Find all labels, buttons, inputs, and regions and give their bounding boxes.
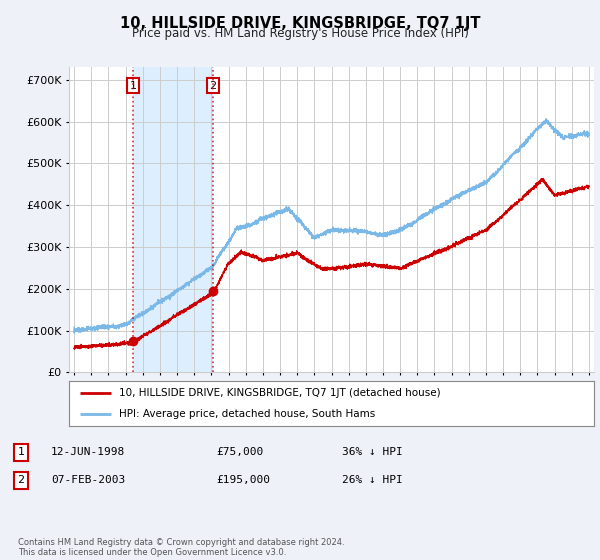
Text: 2: 2 <box>209 81 217 91</box>
Text: £195,000: £195,000 <box>216 475 270 486</box>
Text: 26% ↓ HPI: 26% ↓ HPI <box>342 475 403 486</box>
Text: 2: 2 <box>17 475 25 486</box>
Text: HPI: Average price, detached house, South Hams: HPI: Average price, detached house, Sout… <box>119 408 375 418</box>
Text: 12-JUN-1998: 12-JUN-1998 <box>51 447 125 458</box>
Text: 07-FEB-2003: 07-FEB-2003 <box>51 475 125 486</box>
Text: Contains HM Land Registry data © Crown copyright and database right 2024.
This d: Contains HM Land Registry data © Crown c… <box>18 538 344 557</box>
Text: 1: 1 <box>130 81 137 91</box>
Text: 10, HILLSIDE DRIVE, KINGSBRIDGE, TQ7 1JT (detached house): 10, HILLSIDE DRIVE, KINGSBRIDGE, TQ7 1JT… <box>119 388 440 398</box>
Text: 10, HILLSIDE DRIVE, KINGSBRIDGE, TQ7 1JT: 10, HILLSIDE DRIVE, KINGSBRIDGE, TQ7 1JT <box>120 16 480 31</box>
Text: £75,000: £75,000 <box>216 447 263 458</box>
Text: Price paid vs. HM Land Registry's House Price Index (HPI): Price paid vs. HM Land Registry's House … <box>131 27 469 40</box>
Text: 36% ↓ HPI: 36% ↓ HPI <box>342 447 403 458</box>
Text: 1: 1 <box>17 447 25 458</box>
Bar <box>133 67 213 372</box>
